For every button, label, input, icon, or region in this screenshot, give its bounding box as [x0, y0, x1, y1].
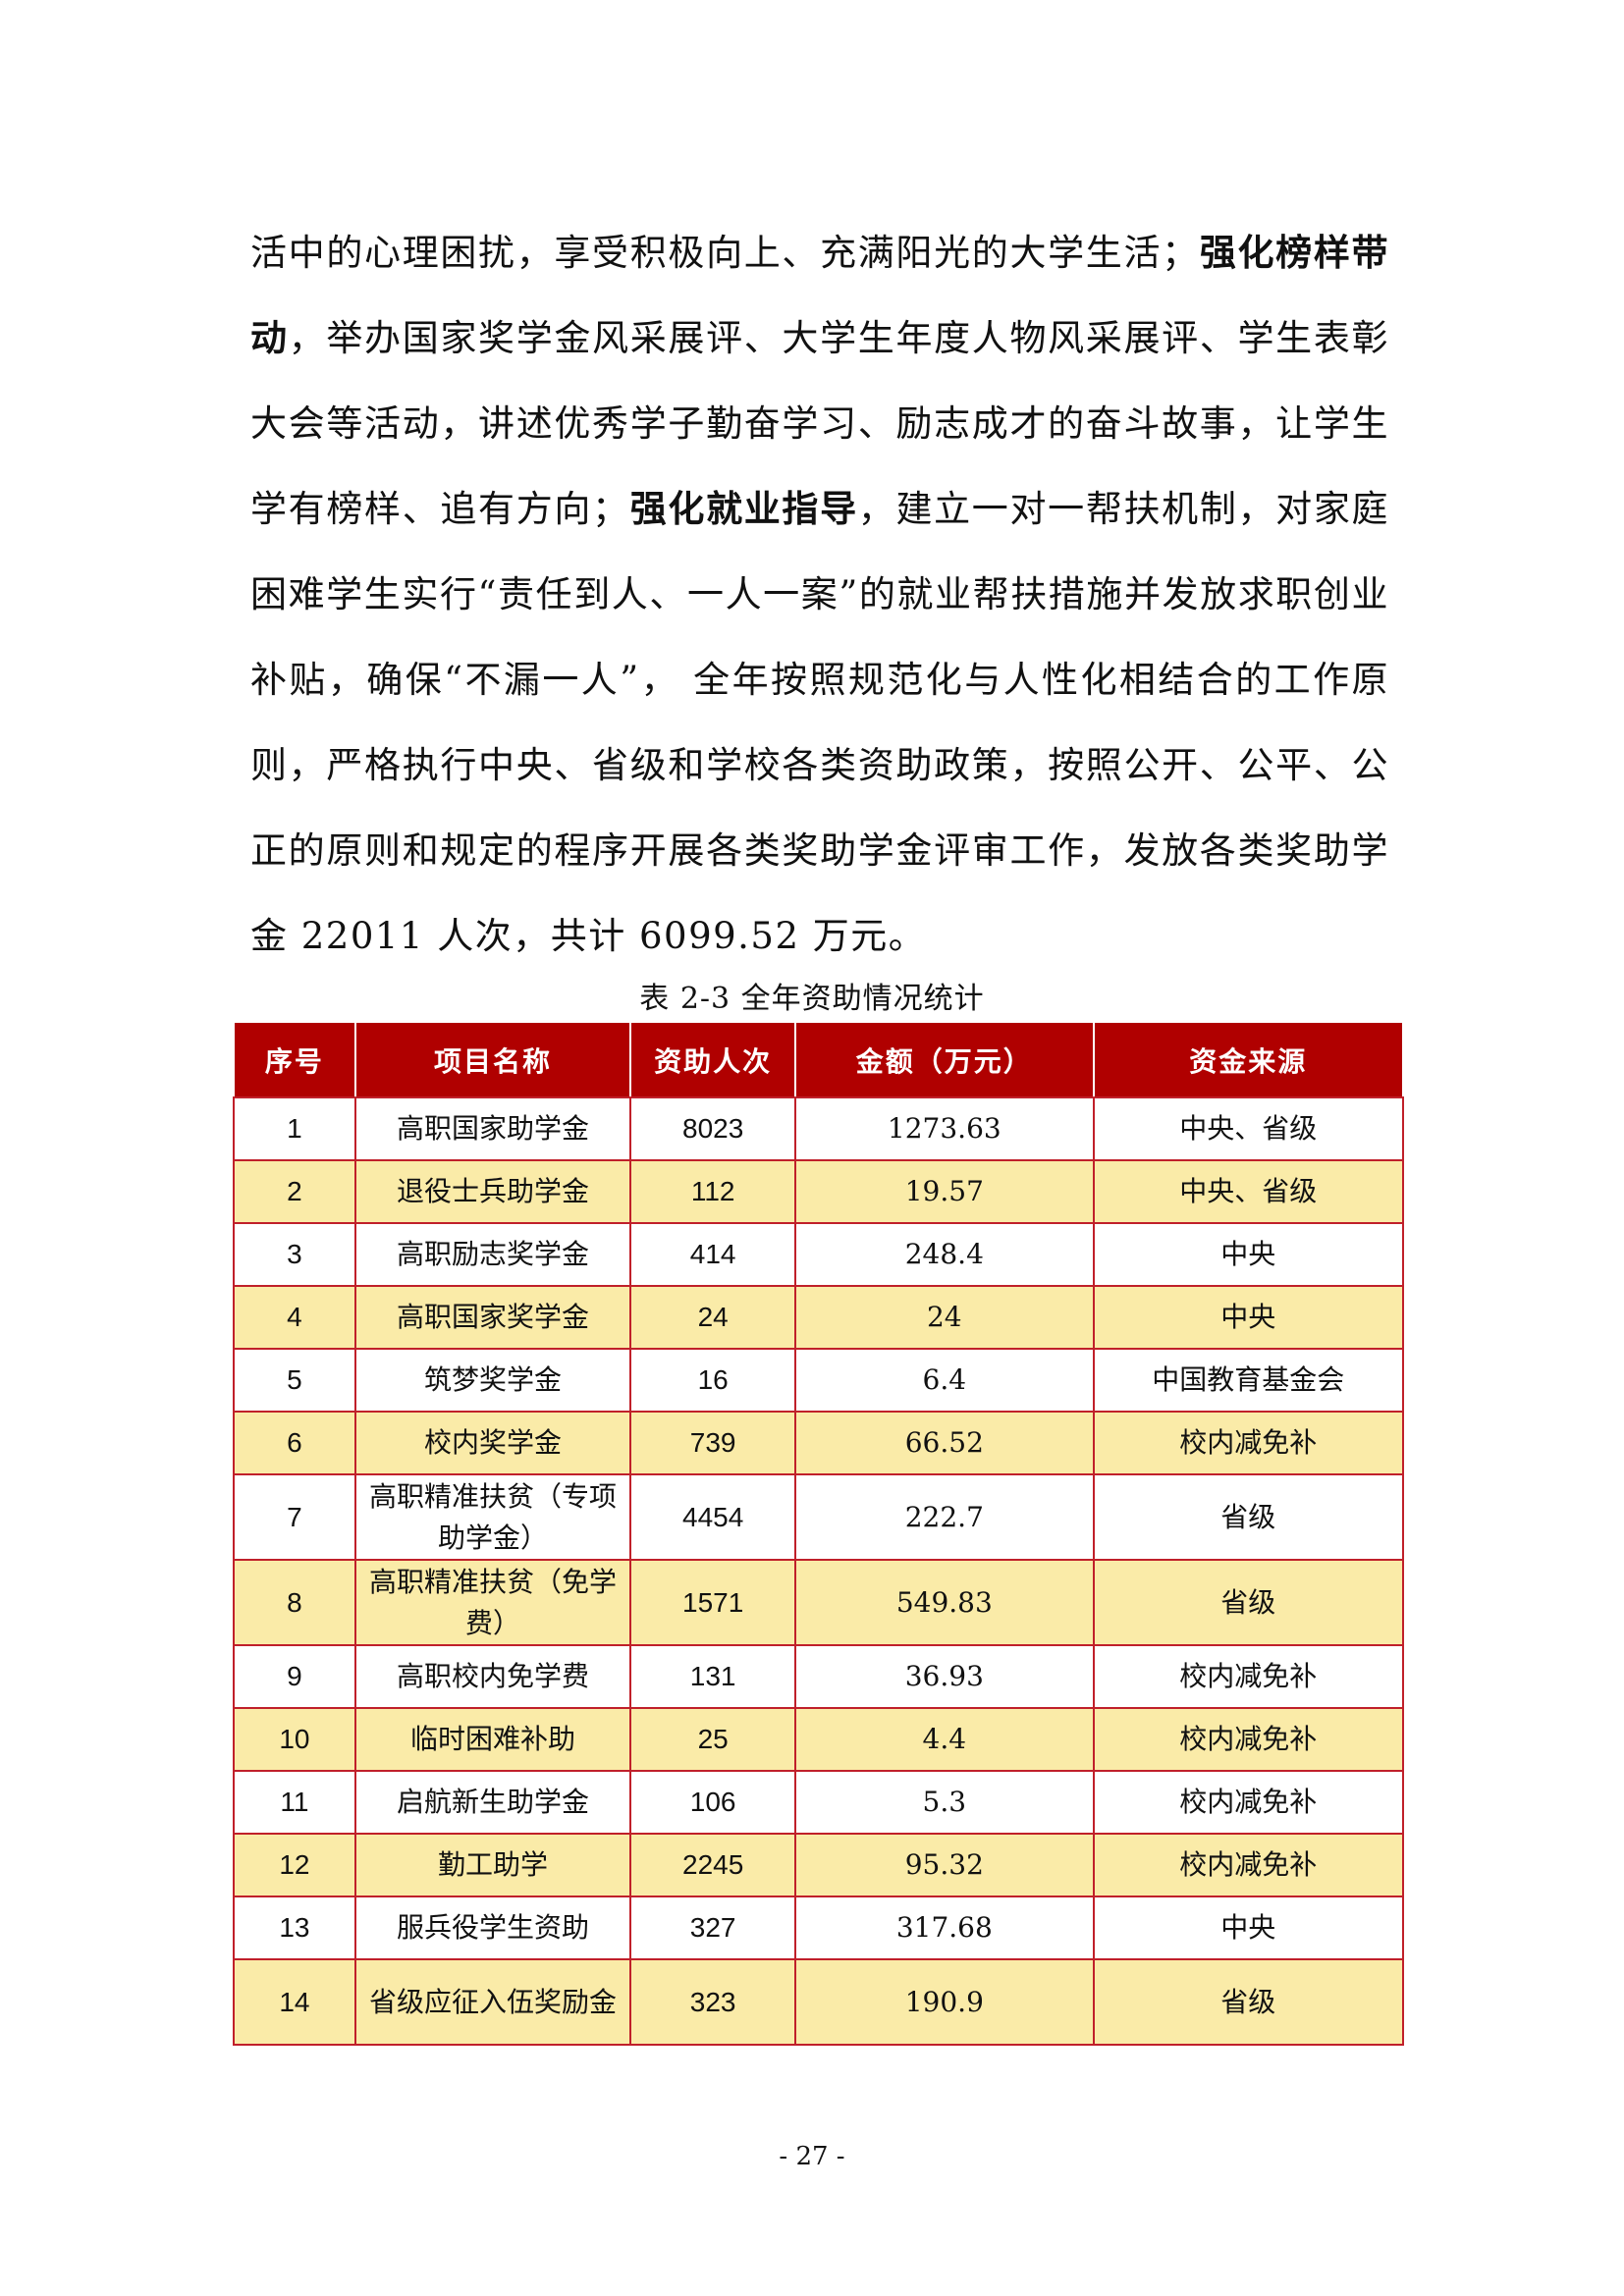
cell-index: 13	[233, 1896, 356, 1960]
cell-amount: 36.93	[794, 1644, 1095, 1709]
page-number: - 27 -	[779, 2142, 845, 2171]
cell-amount: 190.9	[794, 1958, 1095, 2046]
cell-count: 112	[629, 1159, 797, 1224]
cell-source: 校内减免补	[1092, 1644, 1405, 1709]
table-row: 1 高职国家助学金 8023 1273.63 中央、省级	[233, 1096, 1405, 1161]
cell-index: 7	[233, 1473, 356, 1561]
cell-source: 校内减免补	[1092, 1833, 1405, 1897]
cell-source: 省级	[1092, 1958, 1405, 2046]
cell-index: 2	[233, 1159, 356, 1224]
cell-count: 25	[629, 1707, 797, 1772]
cell-index: 12	[233, 1833, 356, 1897]
paragraph-text: 活中的心理困扰，享受积极向上、充满阳光的大学生活；	[250, 232, 1200, 274]
funding-table: 序号 项目名称 资助人次 金额（万元） 资金来源 1 高职国家助学金 8023 1273.63…	[233, 1021, 1405, 2046]
cell-index: 14	[233, 1958, 356, 2046]
cell-index: 5	[233, 1348, 356, 1413]
cell-item-name: 高职国家助学金	[353, 1096, 632, 1161]
cell-count: 4454	[629, 1473, 797, 1561]
paragraph-text: ，建立一对一帮扶机制，对家庭困难学生实行“责任到人、一人一案”的就业帮扶措施并发…	[250, 488, 1390, 957]
table-row: 5 筑梦奖学金 16 6.4 中国教育基金会	[233, 1348, 1405, 1413]
cell-source: 中央	[1092, 1896, 1405, 1960]
cell-source: 省级	[1092, 1559, 1405, 1646]
table-row: 6 校内奖学金 739 66.52 校内减免补	[233, 1411, 1405, 1475]
cell-source: 中央	[1092, 1222, 1405, 1287]
cell-source: 中央、省级	[1092, 1159, 1405, 1224]
cell-source: 校内减免补	[1092, 1411, 1405, 1475]
cell-amount: 248.4	[794, 1222, 1095, 1287]
paragraph-bold: 强化榜样带动	[250, 231, 1390, 359]
cell-item-name: 退役士兵助学金	[353, 1159, 632, 1224]
table-row: 7 高职精准扶贫（专项助学金） 4454 222.7 省级	[233, 1473, 1405, 1561]
table-row: 8 高职精准扶贫（免学费） 1571 549.83 省级	[233, 1559, 1405, 1646]
body-paragraph: 活中的心理困扰，享受积极向上、充满阳光的大学生活；强化榜样带动，举办国家奖学金风…	[250, 210, 1389, 979]
cell-source: 中央	[1092, 1285, 1405, 1350]
cell-count: 1571	[629, 1559, 797, 1646]
column-header: 项目名称	[353, 1021, 632, 1098]
cell-amount: 95.32	[794, 1833, 1095, 1897]
cell-amount: 549.83	[794, 1559, 1095, 1646]
cell-item-name: 高职国家奖学金	[353, 1285, 632, 1350]
cell-item-name: 高职校内免学费	[353, 1644, 632, 1709]
cell-amount: 6.4	[794, 1348, 1095, 1413]
cell-source: 中国教育基金会	[1092, 1348, 1405, 1413]
cell-amount: 317.68	[794, 1896, 1095, 1960]
cell-source: 校内减免补	[1092, 1770, 1405, 1835]
cell-item-name: 高职励志奖学金	[353, 1222, 632, 1287]
cell-index: 3	[233, 1222, 356, 1287]
paragraph-bold: 强化就业指导	[629, 487, 858, 530]
cell-item-name: 省级应征入伍奖励金	[353, 1958, 632, 2046]
table-caption: 表 2-3 全年资助情况统计	[639, 982, 985, 1016]
cell-index: 1	[233, 1096, 356, 1161]
cell-amount: 4.4	[794, 1707, 1095, 1772]
cell-count: 16	[629, 1348, 797, 1413]
table-header-row: 序号 项目名称 资助人次 金额（万元） 资金来源	[233, 1021, 1405, 1098]
cell-item-name: 勤工助学	[353, 1833, 632, 1897]
cell-index: 6	[233, 1411, 356, 1475]
cell-index: 10	[233, 1707, 356, 1772]
column-header: 资助人次	[629, 1021, 797, 1098]
cell-item-name: 临时困难补助	[353, 1707, 632, 1772]
cell-item-name: 筑梦奖学金	[353, 1348, 632, 1413]
cell-count: 8023	[629, 1096, 797, 1161]
cell-count: 414	[629, 1222, 797, 1287]
cell-item-name: 启航新生助学金	[353, 1770, 632, 1835]
table-row: 2 退役士兵助学金 112 19.57 中央、省级	[233, 1159, 1405, 1224]
column-header: 序号	[233, 1021, 356, 1098]
cell-source: 省级	[1092, 1473, 1405, 1561]
table-row: 4 高职国家奖学金 24 24 中央	[233, 1285, 1405, 1350]
cell-item-name: 高职精准扶贫（专项助学金）	[353, 1473, 632, 1561]
cell-count: 327	[629, 1896, 797, 1960]
cell-index: 4	[233, 1285, 356, 1350]
table-row: 12 勤工助学 2245 95.32 校内减免补	[233, 1833, 1405, 1897]
cell-item-name: 服兵役学生资助	[353, 1896, 632, 1960]
cell-count: 323	[629, 1958, 797, 2046]
cell-amount: 66.52	[794, 1411, 1095, 1475]
cell-count: 131	[629, 1644, 797, 1709]
cell-count: 24	[629, 1285, 797, 1350]
cell-amount: 19.57	[794, 1159, 1095, 1224]
cell-item-name: 高职精准扶贫（免学费）	[353, 1559, 632, 1646]
cell-index: 11	[233, 1770, 356, 1835]
paragraph-text: ，举办国家奖学金风采展评、大学生年度人物风采展评、学生表彰大会等活动，讲述优秀学…	[250, 317, 1390, 530]
cell-amount: 222.7	[794, 1473, 1095, 1561]
cell-item-name: 校内奖学金	[353, 1411, 632, 1475]
cell-index: 8	[233, 1559, 356, 1646]
cell-count: 739	[629, 1411, 797, 1475]
cell-amount: 5.3	[794, 1770, 1095, 1835]
cell-count: 106	[629, 1770, 797, 1835]
cell-amount: 24	[794, 1285, 1095, 1350]
table-row: 10 临时困难补助 25 4.4 校内减免补	[233, 1707, 1405, 1772]
cell-index: 9	[233, 1644, 356, 1709]
cell-source: 校内减免补	[1092, 1707, 1405, 1772]
column-header: 资金来源	[1092, 1021, 1405, 1098]
table-row: 9 高职校内免学费 131 36.93 校内减免补	[233, 1644, 1405, 1709]
table-row: 13 服兵役学生资助 327 317.68 中央	[233, 1896, 1405, 1960]
table-row: 14 省级应征入伍奖励金 323 190.9 省级	[233, 1958, 1405, 2046]
column-header: 金额（万元）	[794, 1021, 1095, 1098]
cell-amount: 1273.63	[794, 1096, 1095, 1161]
cell-source: 中央、省级	[1092, 1096, 1405, 1161]
table-row: 3 高职励志奖学金 414 248.4 中央	[233, 1222, 1405, 1287]
table-row: 11 启航新生助学金 106 5.3 校内减免补	[233, 1770, 1405, 1835]
cell-count: 2245	[629, 1833, 797, 1897]
